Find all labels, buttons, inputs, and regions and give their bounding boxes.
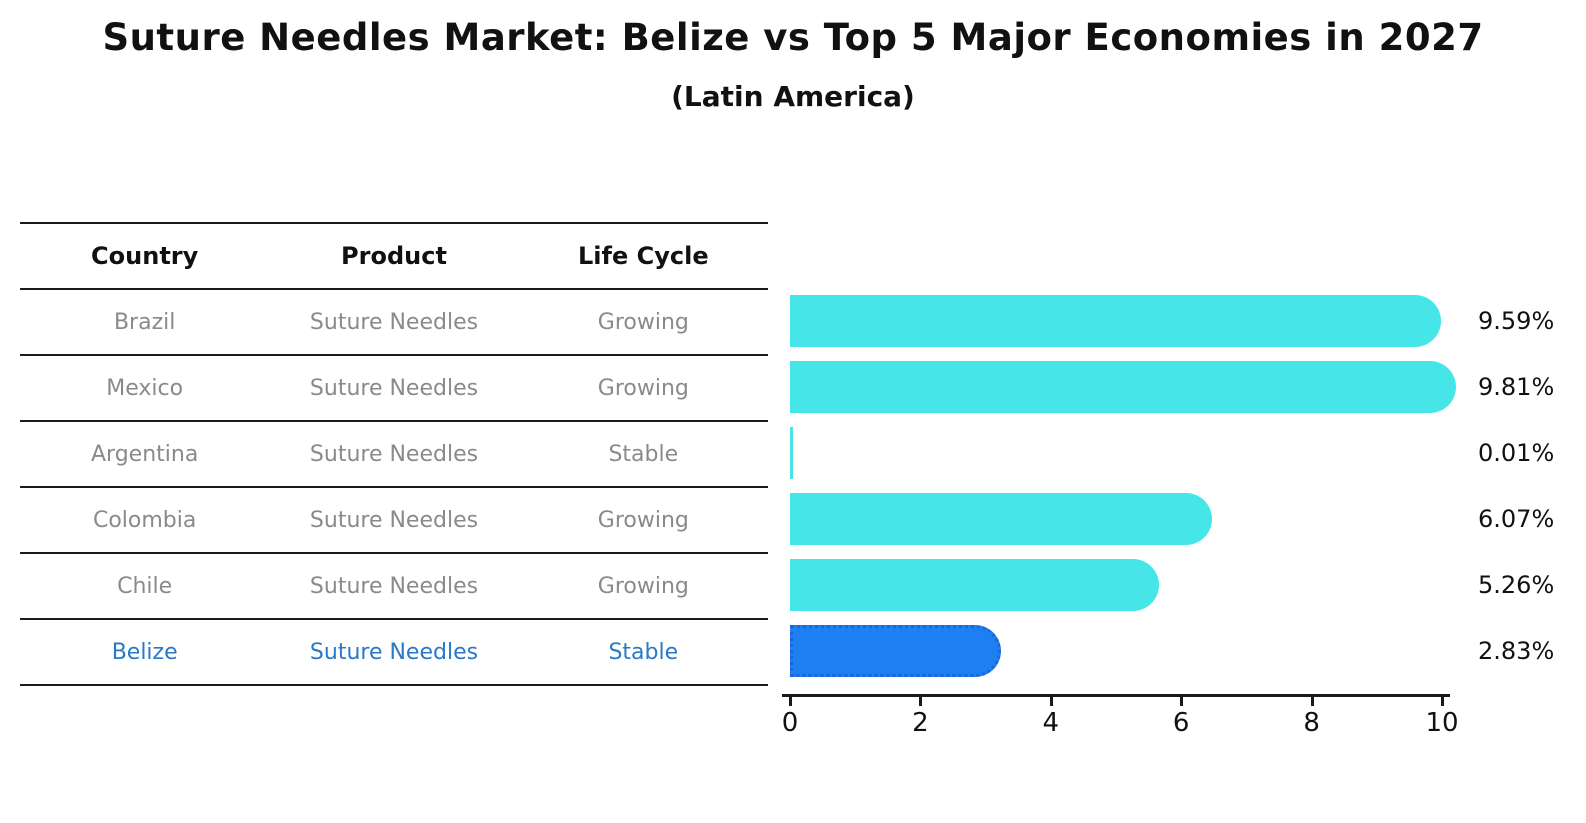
column-header-country: Country xyxy=(91,242,199,270)
table-row: Colombia Suture Needles Growing xyxy=(20,488,768,554)
table-header-row: Country Product Life Cycle xyxy=(20,224,768,290)
x-axis-tick-label: 0 xyxy=(781,708,799,738)
country-cell: Mexico xyxy=(106,375,184,401)
bar-colombia xyxy=(790,493,1212,545)
x-axis-tick-label: 10 xyxy=(1425,708,1459,738)
product-cell: Suture Needles xyxy=(309,507,479,533)
x-axis-tick-label: 6 xyxy=(1172,708,1190,738)
life-cycle-cell: Stable xyxy=(608,441,679,467)
life-cycle-cell: Growing xyxy=(597,507,689,533)
chart-subtitle: (Latin America) xyxy=(671,80,915,113)
product-cell: Suture Needles xyxy=(309,573,479,599)
bar-mexico xyxy=(790,361,1456,413)
product-cell: Suture Needles xyxy=(309,309,479,335)
life-cycle-cell: Growing xyxy=(597,375,689,401)
country-cell: Brazil xyxy=(113,309,176,335)
value-label-colombia: 6.07% xyxy=(1478,505,1555,533)
chart-title: Suture Needles Market: Belize vs Top 5 M… xyxy=(102,16,1484,59)
bar-brazil xyxy=(790,295,1441,347)
table-row: Mexico Suture Needles Growing xyxy=(20,356,768,422)
x-axis-tick xyxy=(1441,694,1444,706)
bar-argentina xyxy=(790,427,793,479)
x-axis-tick xyxy=(789,694,792,706)
table-row: Chile Suture Needles Growing xyxy=(20,554,768,620)
value-label-belize: 2.83% xyxy=(1478,637,1555,665)
country-cell: Colombia xyxy=(92,507,197,533)
column-header-product: Product xyxy=(341,242,447,270)
product-cell: Suture Needles xyxy=(309,639,479,665)
x-axis-tick xyxy=(1310,694,1314,706)
life-cycle-cell: Growing xyxy=(597,573,689,599)
value-label-mexico: 9.81% xyxy=(1478,373,1555,401)
value-label-chile: 5.26% xyxy=(1478,571,1555,599)
country-cell: Chile xyxy=(117,573,173,599)
country-table: Country Product Life Cycle Brazil Suture… xyxy=(20,222,768,686)
table-row: Argentina Suture Needles Stable xyxy=(20,422,768,488)
x-axis-tick xyxy=(1180,694,1184,706)
life-cycle-cell: Stable xyxy=(608,639,679,665)
x-axis-line xyxy=(782,694,1450,697)
table-body: Brazil Suture Needles Growing Mexico Sut… xyxy=(20,290,768,686)
bar-belize xyxy=(790,625,1001,677)
x-axis-tick-label: 8 xyxy=(1303,708,1320,738)
product-cell: Suture Needles xyxy=(309,441,479,467)
x-axis-tick xyxy=(1049,694,1053,706)
value-label-brazil: 9.59% xyxy=(1478,307,1555,335)
x-axis-tick-label: 2 xyxy=(912,708,929,738)
country-cell: Belize xyxy=(111,639,178,665)
life-cycle-cell: Growing xyxy=(597,309,689,335)
x-axis-tick-label: 4 xyxy=(1042,708,1060,738)
value-label-argentina: 0.01% xyxy=(1478,439,1555,467)
table-row: Brazil Suture Needles Growing xyxy=(20,290,768,356)
bar-chile xyxy=(790,559,1159,611)
country-cell: Argentina xyxy=(91,441,199,467)
table-row: Belize Suture Needles Stable xyxy=(20,620,768,686)
x-axis-tick xyxy=(919,694,923,706)
column-header-life-cycle: Life Cycle xyxy=(578,242,709,270)
product-cell: Suture Needles xyxy=(309,375,479,401)
